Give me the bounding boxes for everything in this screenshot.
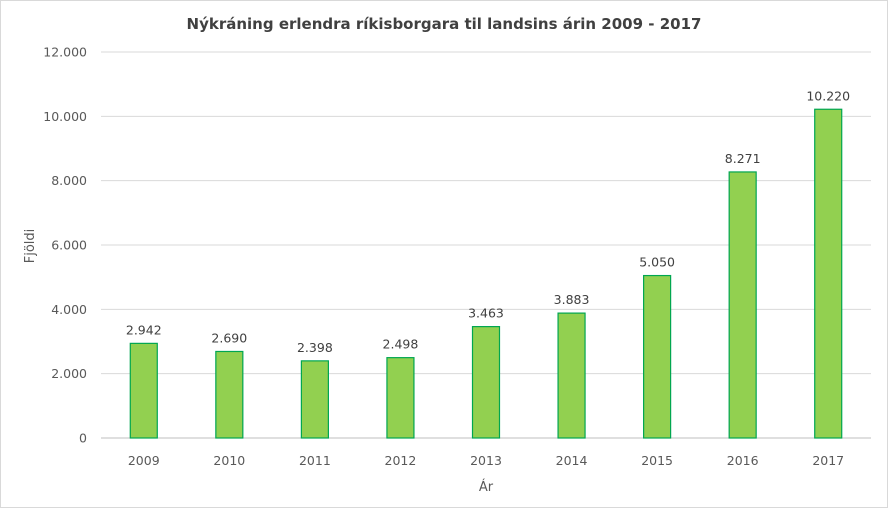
data-label-2015: 5.050 <box>639 255 675 270</box>
y-tick-label: 10.000 <box>43 109 87 124</box>
data-label-2011: 2.398 <box>297 340 333 355</box>
data-label-2013: 3.463 <box>468 306 504 321</box>
bar-2009 <box>129 342 158 439</box>
bar-2012 <box>386 357 415 439</box>
y-tick-label: 12.000 <box>43 45 87 60</box>
x-tick-label: 2011 <box>299 453 331 468</box>
x-tick-label: 2012 <box>385 453 417 468</box>
x-tick-label: 2014 <box>556 453 588 468</box>
bar-2016 <box>728 171 757 439</box>
x-tick-label: 2013 <box>470 453 502 468</box>
data-label-2016: 8.271 <box>725 151 761 166</box>
y-tick-label: 4.000 <box>51 302 87 317</box>
data-labels: 2.942 2.690 2.398 2.498 3.463 3.883 5.050 8.271… <box>126 88 850 355</box>
data-label-2012: 2.498 <box>383 337 419 352</box>
x-tick-label: 2010 <box>213 453 245 468</box>
x-tick-label: 2016 <box>727 453 759 468</box>
chart-title: Nýkráning erlendra ríkisborgara til land… <box>187 15 702 33</box>
y-tick-label: 0 <box>79 431 87 446</box>
x-tick-label: 2009 <box>128 453 160 468</box>
data-label-2017: 10.220 <box>806 88 850 103</box>
y-tick-label: 8.000 <box>51 173 87 188</box>
data-label-2010: 2.690 <box>211 330 247 345</box>
bars <box>129 108 843 439</box>
y-tick-label: 2.000 <box>51 366 87 381</box>
x-axis-ticks: 2009 2010 2011 2012 2013 2014 2015 2016 2017 <box>128 453 844 468</box>
bar-2011 <box>300 360 329 439</box>
y-axis-title: Fjöldi <box>23 229 38 264</box>
x-axis-title: Ár <box>479 479 494 495</box>
bar-2015 <box>643 274 672 439</box>
data-label-2009: 2.942 <box>126 322 162 337</box>
bar-2013 <box>471 326 501 439</box>
bar-2017 <box>814 108 843 439</box>
bar-2014 <box>557 312 586 439</box>
data-label-2014: 3.883 <box>554 292 590 307</box>
bar-2010 <box>215 350 244 439</box>
y-tick-label: 6.000 <box>51 238 87 253</box>
x-tick-label: 2017 <box>812 453 844 468</box>
x-tick-label: 2015 <box>641 453 673 468</box>
y-axis-ticks: 0 2.000 4.000 6.000 8.000 10.000 12.000 <box>43 45 87 446</box>
